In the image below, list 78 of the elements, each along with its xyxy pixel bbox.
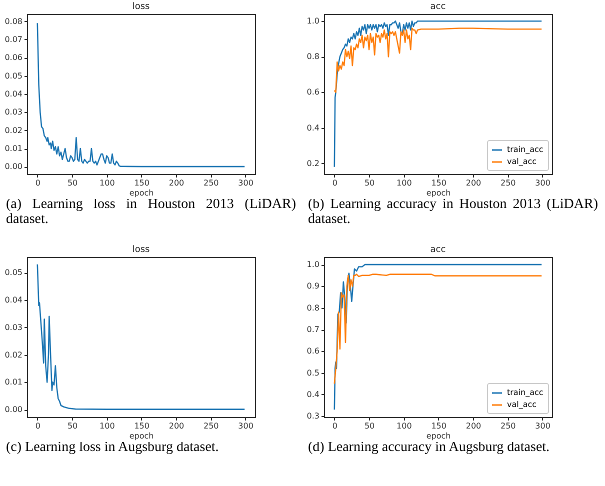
line-series [334,20,542,168]
line-series [36,264,246,410]
x-tick-label: 250 [500,422,516,430]
x-axis-title: epoch [129,188,154,198]
x-tick-label: 50 [67,422,78,430]
chart-title: acc [430,2,446,12]
line-series [334,264,542,410]
line-series [334,274,542,384]
y-tick-label: 0.6 [306,88,320,97]
y-tick-label: 0.03 [4,322,22,332]
y-tick-label: 0.6 [306,346,320,356]
x-axis-title: epoch [426,432,451,440]
y-tick-label: 0.5 [306,368,320,378]
x-tick-label: 100 [396,422,412,430]
y-tick-label: 0.8 [306,303,320,312]
y-tick-label: 0.07 [4,34,22,44]
text: (c) Learning loss in Augsburg dataset. [5,440,220,455]
y-tick-label: 0.05 [4,268,22,278]
x-axis-title: epoch [426,188,451,198]
x-tick-label: 300 [535,422,550,430]
legend-label: val_acc [507,157,537,166]
x-tick-label: 0 [35,178,40,188]
y-tick-label: 0.9 [306,282,320,291]
x-tick-label: 150 [431,178,446,188]
x-axis-title: epoch [129,432,154,440]
x-tick-label: 50 [364,422,375,430]
legend-label: train_acc [507,388,544,397]
legend-label: val_acc [507,400,537,409]
y-tick-label: 0.2 [306,158,320,168]
y-tick-label: 0.4 [306,123,320,132]
y-tick-label: 1.0 [306,16,320,26]
y-tick-label: 0.8 [306,52,320,62]
x-tick-label: 0 [332,422,338,430]
x-tick-label: 100 [100,178,115,188]
x-tick-label: 200 [466,178,482,188]
y-tick-label: 0.08 [4,16,22,26]
x-tick-label: 150 [431,422,446,430]
chart-title: acc [430,245,446,255]
x-tick-label: 200 [466,422,482,430]
y-tick-label: 0.04 [4,296,22,305]
y-tick-label: 0.4 [306,390,320,399]
x-tick-label: 150 [134,178,150,188]
x-tick-label: 50 [67,178,78,188]
y-tick-label: 0.7 [306,325,320,334]
y-tick-label: 0.01 [4,144,22,154]
y-tick-label: 0.02 [4,350,22,360]
y-tick-label: 0.06 [4,53,22,62]
text: (b) Learning accuracy in Houston 2013 (LiDAR) dataset. [307,197,599,227]
x-tick-label: 250 [204,178,219,188]
y-tick-label: 0.3 [306,412,320,421]
x-tick-label: 300 [535,178,550,188]
y-tick-label: 0.05 [4,71,22,80]
x-tick-label: 50 [364,178,375,188]
y-tick-label: 0.03 [4,108,22,117]
x-tick-label: 250 [500,178,516,188]
x-tick-label: 300 [238,422,254,430]
x-tick-label: 200 [168,178,184,188]
x-tick-label: 0 [332,178,338,188]
chart-title: loss [132,2,150,12]
y-tick-label: 0.02 [4,126,22,135]
x-tick-label: 0 [35,422,40,430]
y-tick-label: 0.04 [4,90,22,98]
y-tick-label: 0.00 [4,405,22,414]
x-tick-label: 100 [396,178,412,188]
x-tick-label: 150 [134,422,150,430]
y-tick-label: 1.0 [306,260,320,270]
x-tick-label: 300 [238,178,254,188]
text: (a) Learning loss in Houston 2013 (LiDAR) dataset. [5,197,297,227]
text: (d) Learning accuracy in Augsburg dataset. [307,440,551,455]
x-tick-label: 200 [168,422,184,430]
chart-title: loss [132,245,150,255]
line-series [36,22,246,168]
y-tick-label: 0.00 [4,162,22,172]
line-series [334,28,542,93]
x-tick-label: 100 [100,422,115,430]
y-tick-label: 0.01 [4,378,22,387]
x-tick-label: 250 [204,422,219,430]
legend-label: train_acc [507,145,544,154]
